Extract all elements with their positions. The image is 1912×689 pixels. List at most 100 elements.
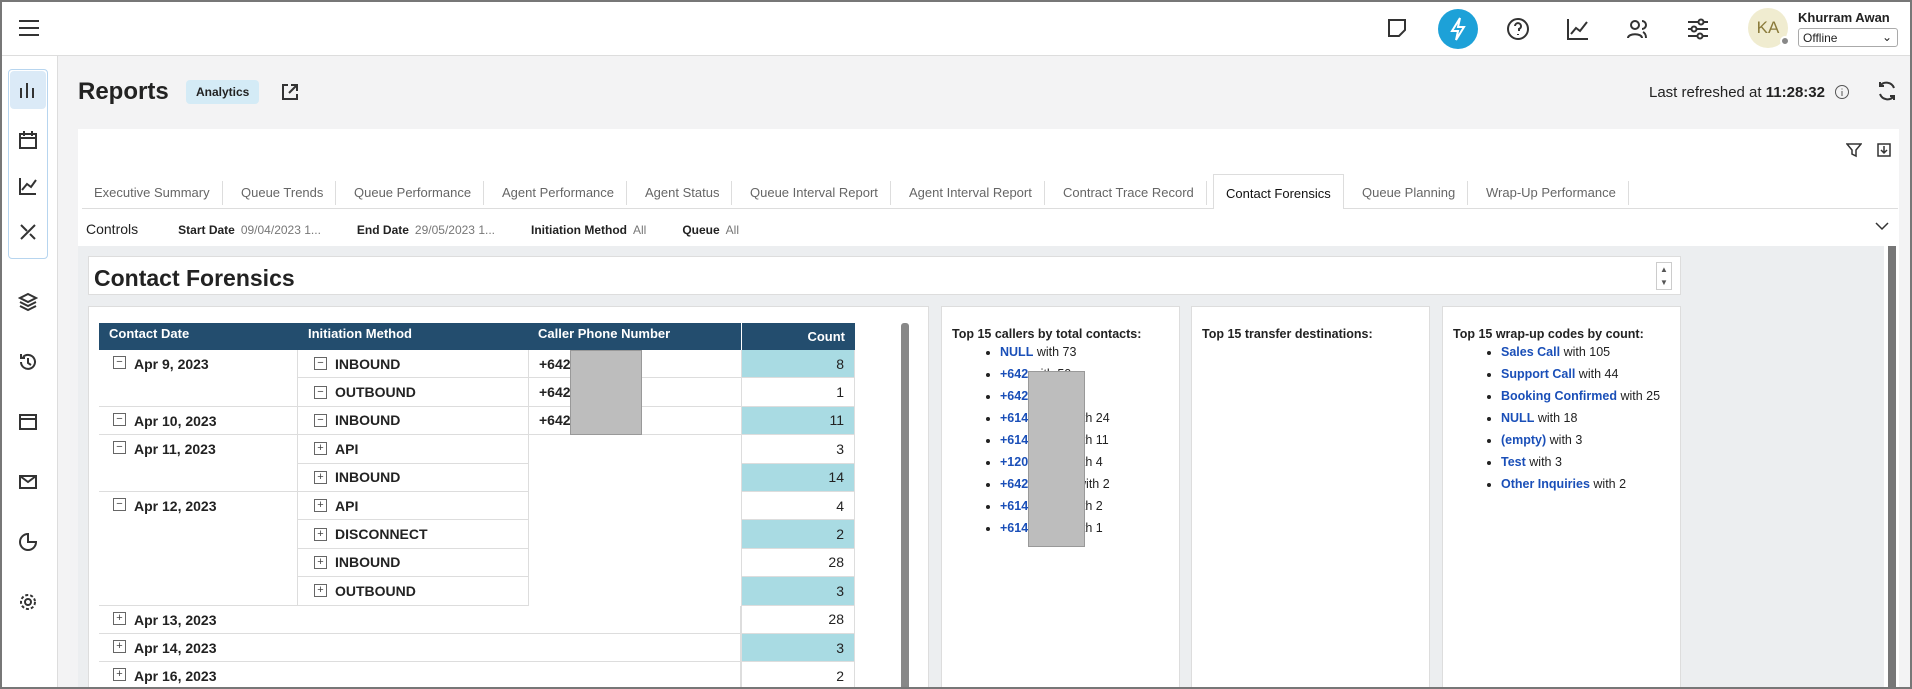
table-panel: Contact Date Initiation Method Caller Phon… bbox=[88, 306, 929, 687]
expand-toggle[interactable]: + bbox=[314, 527, 327, 541]
nav-settings[interactable] bbox=[18, 592, 38, 612]
filter[interactable]: Queue All bbox=[682, 222, 739, 237]
status-dot bbox=[1780, 36, 1790, 46]
nav-trends[interactable] bbox=[18, 176, 38, 196]
date-cell: − Apr 9, 2023 bbox=[99, 350, 298, 379]
nav-tools[interactable] bbox=[18, 222, 38, 242]
expand-toggle[interactable]: + bbox=[314, 442, 327, 456]
count-cell: 14 bbox=[741, 463, 855, 492]
date-cell: + Apr 14, 2023 bbox=[99, 634, 741, 663]
ranked-list: Sales Call with 105Support Call with 44B… bbox=[1453, 341, 1660, 495]
nav-history[interactable] bbox=[18, 352, 38, 372]
initiation-method: OUTBOUND bbox=[335, 384, 416, 401]
export-icon[interactable] bbox=[1876, 142, 1892, 158]
status-select[interactable]: Offline ⌄ bbox=[1798, 28, 1898, 47]
nav-calendar[interactable] bbox=[18, 130, 38, 150]
initiation-method: OUTBOUND bbox=[335, 582, 416, 599]
item-link[interactable]: +614 bbox=[1000, 433, 1029, 447]
page-title: Reports bbox=[78, 78, 169, 105]
item-link[interactable]: +614 bbox=[1000, 411, 1029, 425]
tab[interactable]: Queue Planning bbox=[1350, 181, 1469, 205]
settings-sliders-icon[interactable] bbox=[1686, 17, 1710, 41]
method-cell: + INBOUND bbox=[298, 549, 528, 578]
expand-toggle[interactable]: − bbox=[113, 356, 126, 369]
redaction bbox=[570, 350, 642, 435]
tab[interactable]: Queue Trends bbox=[229, 181, 337, 205]
initiation-method: API bbox=[335, 440, 359, 457]
expand-toggle[interactable]: + bbox=[113, 668, 126, 682]
menu-button[interactable] bbox=[18, 18, 40, 38]
tab[interactable]: Contract Trace Record bbox=[1051, 181, 1207, 205]
filter-icon[interactable] bbox=[1846, 142, 1862, 158]
initiation-method: API bbox=[335, 497, 359, 514]
tab[interactable]: Agent Performance bbox=[490, 181, 628, 205]
refresh-time: 11:28:32 bbox=[1765, 84, 1825, 101]
expand-toggle[interactable]: + bbox=[314, 555, 327, 569]
expand-toggle[interactable]: + bbox=[314, 470, 327, 484]
refresh-button[interactable] bbox=[1876, 80, 1898, 102]
method-cell: + API bbox=[298, 492, 528, 521]
expand-toggle[interactable]: − bbox=[314, 385, 327, 399]
nav-window[interactable] bbox=[18, 412, 38, 432]
item-link[interactable]: Booking Confirmed bbox=[1501, 389, 1617, 403]
expand-toggle[interactable]: + bbox=[314, 584, 327, 598]
info-icon[interactable] bbox=[1834, 84, 1850, 100]
nav-reports[interactable] bbox=[18, 80, 38, 100]
date-cell bbox=[99, 378, 298, 407]
contact-date: Apr 11, 2023 bbox=[134, 441, 216, 458]
item-link[interactable]: Other Inquiries bbox=[1501, 477, 1590, 491]
nav-pie[interactable] bbox=[18, 532, 38, 552]
expand-toggle[interactable]: − bbox=[113, 441, 126, 455]
method-cell: + API bbox=[298, 435, 528, 464]
tab[interactable]: Agent Interval Report bbox=[897, 181, 1045, 205]
filter[interactable]: Start Date 09/04/2023 1... bbox=[178, 222, 321, 237]
expand-toggle[interactable]: + bbox=[113, 611, 126, 625]
metrics-icon[interactable] bbox=[1566, 17, 1590, 41]
date-cell: − Apr 12, 2023 bbox=[99, 492, 298, 521]
item-link[interactable]: Test bbox=[1501, 455, 1526, 469]
list-item: Sales Call with 105 bbox=[1501, 341, 1660, 363]
tab[interactable]: Queue Performance bbox=[342, 181, 485, 205]
tab[interactable]: Executive Summary bbox=[82, 181, 223, 205]
nav-mail[interactable] bbox=[18, 472, 38, 492]
item-link[interactable]: +120 bbox=[1000, 455, 1029, 469]
expand-toggle[interactable]: + bbox=[113, 640, 126, 653]
tab[interactable]: Contact Forensics bbox=[1213, 174, 1344, 209]
item-link[interactable]: NULL bbox=[1000, 345, 1034, 359]
tab[interactable]: Wrap-Up Performance bbox=[1474, 181, 1629, 205]
filter[interactable]: End Date 29/05/2023 1... bbox=[357, 222, 495, 237]
expand-toggle[interactable]: − bbox=[113, 412, 126, 426]
open-external[interactable] bbox=[280, 82, 300, 102]
refresh-label: Last refreshed at bbox=[1649, 84, 1762, 101]
expand-toggle[interactable]: − bbox=[113, 498, 126, 511]
item-link[interactable]: Support Call bbox=[1501, 367, 1576, 381]
count-cell: 1 bbox=[741, 378, 855, 407]
contact-date: Apr 16, 2023 bbox=[134, 668, 217, 685]
stepper[interactable]: ▲ ▼ bbox=[1656, 262, 1672, 290]
item-link[interactable]: +614 bbox=[1000, 499, 1029, 513]
collapse-controls[interactable] bbox=[1874, 220, 1890, 232]
quick-connect-button[interactable] bbox=[1437, 8, 1479, 50]
item-link[interactable]: NULL bbox=[1501, 411, 1535, 425]
users-icon[interactable] bbox=[1626, 17, 1650, 41]
filter-value: All bbox=[632, 222, 647, 237]
item-link[interactable]: (empty) bbox=[1501, 433, 1547, 447]
expand-toggle[interactable]: − bbox=[314, 413, 327, 427]
expand-toggle[interactable]: − bbox=[314, 357, 327, 371]
item-link[interactable]: +642 bbox=[1000, 477, 1029, 491]
notes-icon[interactable] bbox=[1386, 17, 1408, 39]
item-link[interactable]: +642 bbox=[1000, 367, 1029, 381]
expand-toggle[interactable]: + bbox=[314, 499, 327, 513]
item-link[interactable]: +642 bbox=[1000, 389, 1029, 403]
nav-layers[interactable] bbox=[18, 292, 38, 312]
contact-date: Apr 14, 2023 bbox=[134, 640, 217, 656]
item-link[interactable]: Sales Call bbox=[1501, 345, 1561, 359]
count-cell: 8 bbox=[741, 350, 855, 379]
item-link[interactable]: +614 bbox=[1000, 521, 1029, 535]
help-icon[interactable] bbox=[1506, 17, 1530, 41]
filter[interactable]: Initiation Method All bbox=[531, 222, 646, 237]
tab[interactable]: Queue Interval Report bbox=[738, 181, 891, 205]
tab[interactable]: Agent Status bbox=[633, 181, 733, 205]
sidebar bbox=[2, 56, 58, 687]
count-header-sep bbox=[741, 323, 742, 350]
